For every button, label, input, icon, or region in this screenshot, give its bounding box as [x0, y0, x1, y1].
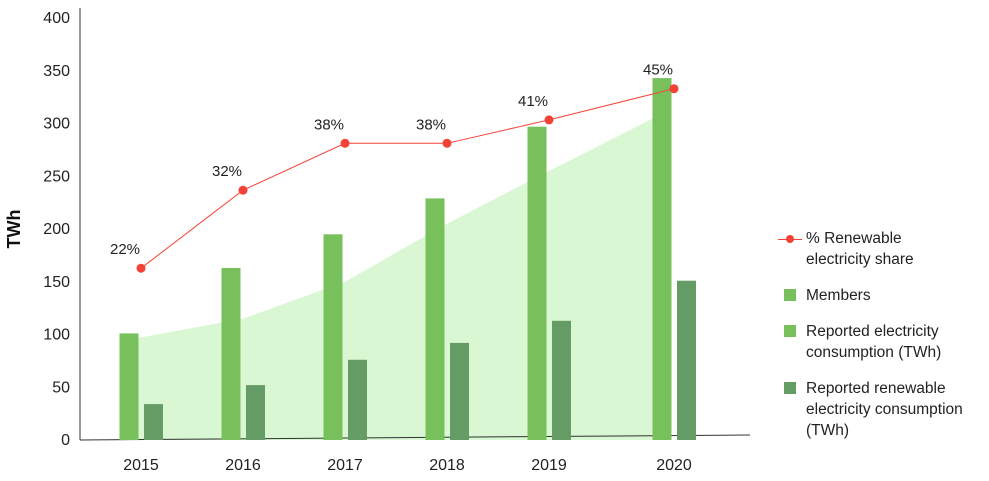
bar-electricity-consumption	[221, 268, 241, 440]
renewable-share-label: 45%	[643, 62, 673, 79]
legend-swatch	[784, 289, 796, 301]
bar-renewable-consumption	[450, 342, 469, 440]
y-tick-label: 100	[43, 327, 70, 344]
renewable-share-point	[238, 185, 248, 195]
bar-renewable-consumption	[144, 404, 163, 440]
y-tick-label: 250	[43, 168, 70, 185]
bar-electricity-consumption	[119, 333, 139, 440]
renewable-share-line	[140, 88, 675, 269]
renewable-share-label: 32%	[212, 163, 242, 180]
y-tick-label: 200	[43, 221, 70, 238]
y-tick-label: 350	[43, 63, 70, 80]
renewable-share-point	[136, 263, 146, 273]
legend: % Renewable electricity share Members Re…	[778, 228, 989, 456]
y-tick-label: 300	[43, 116, 70, 133]
x-tick-label: 2018	[429, 457, 465, 474]
legend-marker-swatch	[786, 235, 794, 243]
legend-label: consumption (TWh)	[806, 344, 942, 361]
bar-electricity-consumption	[652, 78, 672, 440]
renewable-share-point	[544, 115, 554, 125]
bar-renewable-consumption	[677, 280, 696, 440]
renewable-share-point	[340, 138, 350, 148]
renewable-share-label: 38%	[314, 116, 344, 133]
x-tick-label: 2017	[327, 457, 363, 474]
legend-item-electricity-consumption: Reported electricity consumption (TWh)	[778, 321, 989, 363]
y-tick-label: 50	[52, 379, 70, 396]
x-tick-label: 2016	[225, 457, 261, 474]
renewable-share-point	[669, 84, 679, 94]
renewable-share-label: 38%	[416, 116, 446, 133]
y-axis-label: TWh	[4, 210, 24, 249]
legend-label: Reported renewable	[806, 380, 946, 397]
x-tick-label: 2020	[656, 457, 692, 474]
bar-electricity-consumption	[323, 234, 343, 440]
bar-electricity-consumption	[527, 126, 547, 440]
bar-renewable-consumption	[552, 320, 571, 440]
renewable-share-point	[442, 138, 452, 148]
legend-label: (TWh)	[806, 422, 850, 439]
legend-label: Members	[806, 287, 871, 304]
y-tick-label: 400	[43, 10, 70, 27]
bar-renewable-consumption	[246, 385, 265, 440]
legend-label: electricity consumption	[806, 401, 963, 418]
legend-label: electricity share	[806, 251, 914, 268]
x-tick-label: 2019	[531, 457, 567, 474]
renewable-share-label: 22%	[110, 241, 140, 258]
bar-electricity-consumption	[425, 198, 445, 440]
legend-label: Reported electricity	[806, 323, 939, 340]
y-tick-label: 150	[43, 274, 70, 291]
legend-swatch	[784, 325, 796, 337]
x-tick-label: 2015	[123, 457, 159, 474]
members-area	[128, 112, 664, 441]
legend-item-renewable-share: % Renewable electricity share	[778, 228, 989, 270]
x-axis-line	[79, 434, 751, 441]
legend-item-renewable-consumption: Reported renewable electricity consumpti…	[778, 378, 989, 441]
renewable-share-label: 41%	[518, 93, 548, 110]
y-tick-label: 0	[61, 432, 70, 449]
bar-renewable-consumption	[348, 359, 367, 440]
legend-swatch	[784, 382, 796, 394]
legend-item-members: Members	[778, 285, 989, 306]
legend-label: % Renewable	[806, 230, 902, 247]
